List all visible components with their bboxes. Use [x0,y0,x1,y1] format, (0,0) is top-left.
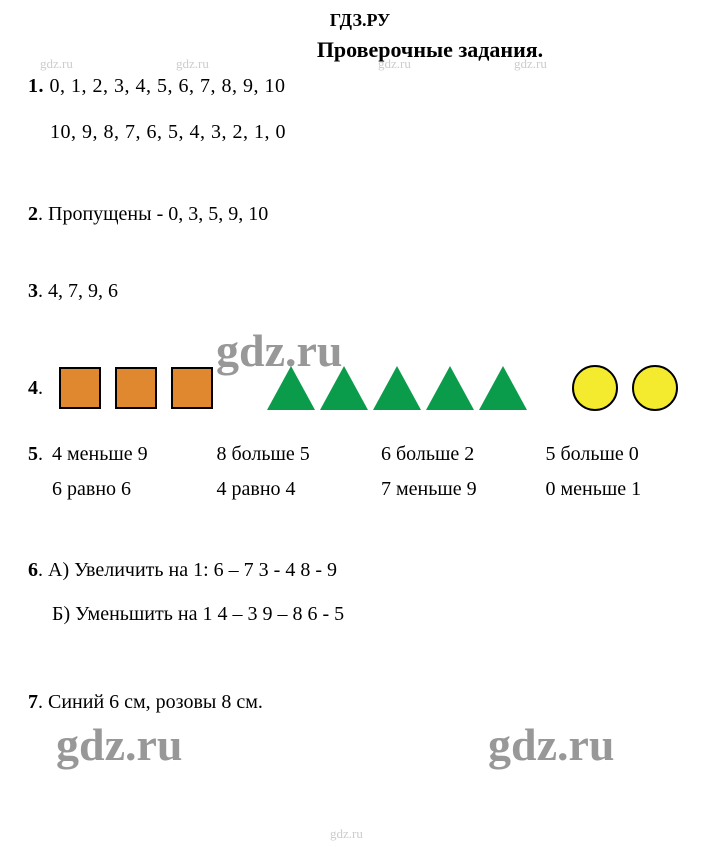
task-number: 6 [28,559,38,581]
square-shape [171,367,213,409]
page-title: Проверочные задания. [0,37,720,63]
task1-line2: 10, 9, 8, 7, 6, 5, 4, 3, 2, 1, 0 [50,121,286,143]
watermark-small: gdz.ru [176,56,209,72]
task7-text: . Синий 6 см, розовы 8 см. [38,691,263,713]
square-shape [59,367,101,409]
task1-line1: 0, 1, 2, 3, 4, 5, 6, 7, 8, 9, 10 [50,75,286,97]
task-2: 2. Пропущены - 0, 3, 5, 9, 10 [28,203,692,226]
task-3: 3. 4, 7, 9, 6 [28,280,692,303]
comparison-cell: 5 больше 0 [546,443,693,466]
site-header: ГДЗ.РУ [0,0,720,31]
task-number: 2 [28,203,38,225]
watermark-small: gdz.ru [40,56,73,72]
task2-text: . Пропущены - 0, 3, 5, 9, 10 [38,203,268,225]
task-1: 1. 0, 1, 2, 3, 4, 5, 6, 7, 8, 9, 10 10, … [28,71,692,147]
task-6: 6. А) Увеличить на 1: 6 – 7 3 - 4 8 - 9 … [28,555,692,629]
task-number: 1. [28,75,44,97]
comparison-cell: 8 больше 5 [217,443,364,466]
triangle-shape [426,366,474,410]
watermark-large: gdz.ru [56,718,183,771]
watermark-small-footer: gdz.ru [330,826,363,842]
comparison-cell: 4 равно 4 [217,478,364,501]
task6-lineB: Б) Уменьшить на 1 4 – 3 9 – 8 6 - 5 [52,603,344,625]
triangle-shape [267,366,315,410]
comparison-cell: 0 меньше 1 [546,478,693,501]
watermark-small: gdz.ru [514,56,547,72]
task6-lineA: А) Увеличить на 1: 6 – 7 3 - 4 8 - 9 [43,559,337,581]
task-number: 3 [28,280,38,302]
comparison-cell: 7 меньше 9 [381,478,528,501]
task-4: 4. [28,365,692,411]
task-number: 4. [28,377,43,400]
triangle-shape [479,366,527,410]
task-number: 7 [28,691,38,713]
comparison-cell: 4 меньше 9 [52,443,199,466]
circle-shape [572,365,618,411]
task3-text: . 4, 7, 9, 6 [38,280,118,302]
watermark-small: gdz.ru [378,56,411,72]
square-shape [115,367,157,409]
comparison-cell: 6 равно 6 [52,478,199,501]
triangle-shape [373,366,421,410]
circle-shape [632,365,678,411]
comparison-cell: 6 больше 2 [381,443,528,466]
watermark-large: gdz.ru [488,718,615,771]
triangle-shape [320,366,368,410]
task-number: 5 [28,443,38,465]
task-5: 5. 4 меньше 9 8 больше 5 6 больше 2 5 бо… [28,443,692,501]
task-7: 7. Синий 6 см, розовы 8 см. [28,691,692,714]
